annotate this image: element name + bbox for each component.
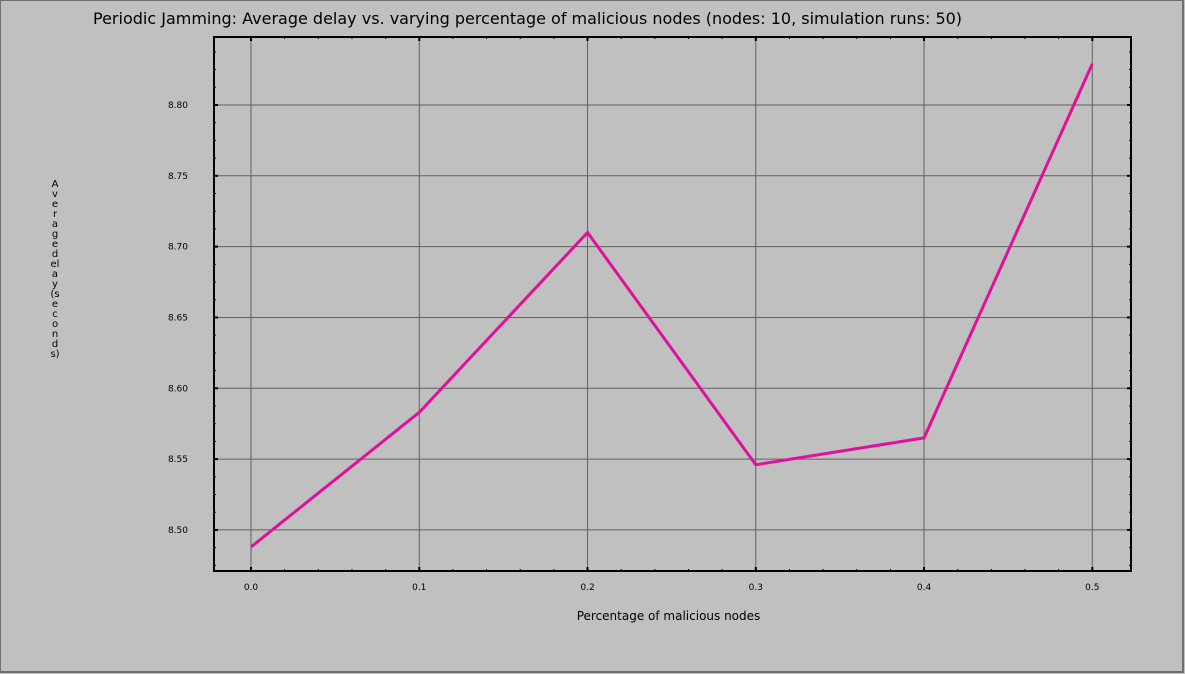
- x-axis-label: Percentage of malicious nodes: [576, 609, 761, 623]
- x-tick-label: 0.3: [749, 583, 763, 593]
- y-tick-label: 8.70: [168, 243, 188, 253]
- y-tick-label: 8.50: [168, 526, 188, 536]
- x-tick-label: 0.1: [412, 583, 426, 593]
- x-tick-label: 0.4: [917, 583, 932, 593]
- plot-border: [213, 36, 1132, 572]
- y-tick-label: 8.80: [168, 101, 188, 111]
- y-tick-label: 8.60: [168, 384, 188, 394]
- series-line: [250, 63, 1094, 549]
- y-tick-label: 8.75: [168, 172, 188, 182]
- y-axis-label: Average delay (seconds): [50, 179, 62, 360]
- y-tick-label: 8.55: [168, 455, 188, 465]
- y-tick-label: 8.65: [168, 313, 188, 323]
- x-tick-label: 0.2: [580, 583, 594, 593]
- chart-title: Periodic Jamming: Average delay vs. vary…: [93, 9, 963, 28]
- x-tick-label: 0.0: [244, 583, 259, 593]
- x-tick-label: 0.5: [1085, 583, 1099, 593]
